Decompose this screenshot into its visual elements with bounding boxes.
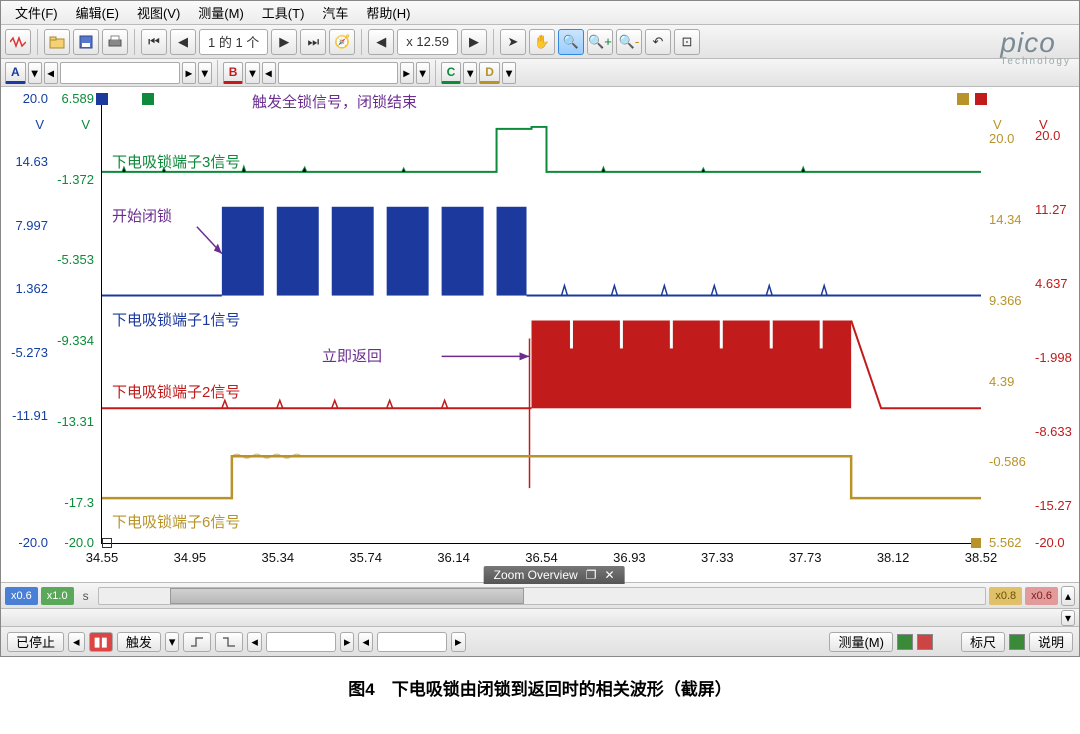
menu-edit[interactable]: 编辑(E) [70,1,125,24]
trig-left[interactable]: ◂ [247,632,262,652]
hand-icon[interactable]: ✋ [529,29,555,55]
x-unit-label: s [77,589,95,603]
nav-last-icon[interactable]: ⏭ [300,29,326,55]
zoom-overview-expand-icon[interactable]: ❐ [586,568,597,582]
menu-view[interactable]: 视图(V) [131,1,186,24]
channel-A-range[interactable] [60,62,180,84]
plot-region[interactable]: 触发全锁信号，闭锁结束 下电吸锁端子3信号 开始闭锁 下电吸锁端子1信号 立即返… [101,99,981,544]
channel-D[interactable]: D [479,62,500,84]
zoom-in-icon[interactable]: 🔍+ [587,29,613,55]
channel-B[interactable]: B [223,62,244,84]
badge-x10-left[interactable]: x1.0 [41,587,74,605]
annot-sig3: 下电吸锁端子3信号 [112,151,240,172]
menu-car[interactable]: 汽车 [316,1,354,24]
bottom-scroll-bar2: ▾ [1,608,1079,626]
trig-icon2[interactable] [215,632,243,652]
badge-x06-left[interactable]: x0.6 [5,587,38,605]
menu-file[interactable]: 文件(F) [9,1,64,24]
marker-ch-d1 [957,93,969,105]
channel-D-dd[interactable]: ▾ [502,62,516,84]
trig-field1[interactable] [266,632,336,652]
zoom-overview-bar[interactable]: Zoom Overview ❐ ✕ [484,566,625,584]
h-scrollbar[interactable] [98,587,987,605]
annot-sig1: 下电吸锁端子1信号 [112,309,240,330]
channel-B-range[interactable] [278,62,398,84]
waveform-area: 触发全锁信号，闭锁结束 下电吸锁端子3信号 开始闭锁 下电吸锁端子1信号 立即返… [1,87,1079,582]
menu-measure[interactable]: 测量(M) [192,1,250,24]
channel-A[interactable]: A [5,62,26,84]
status-stopped: 已停止 [7,632,64,652]
pointer-icon[interactable]: ➤ [500,29,526,55]
channel-A-dd[interactable]: ▾ [28,62,42,84]
trigger-label[interactable]: 触发 [117,632,161,652]
badge-x08-right[interactable]: x0.8 [989,587,1022,605]
badge-x06-right[interactable]: x0.6 [1025,587,1058,605]
undo-zoom-icon[interactable]: ↶ [645,29,671,55]
menu-tool[interactable]: 工具(T) [256,1,311,24]
page-indicator: 1 的 1 个 [199,29,268,55]
menu-help[interactable]: 帮助(H) [360,1,416,24]
channel-A-opts[interactable]: ▾ [198,62,212,84]
compass-icon[interactable]: 🧭 [329,29,355,55]
zoom-out-icon[interactable]: 🔍- [616,29,642,55]
vscroll-up[interactable]: ▴ [1061,586,1075,606]
bottom-scroll-bar: x0.6 x1.0 s x0.8 x0.6 ▴ [1,582,1079,608]
measure-add-icon[interactable] [897,634,913,650]
app-window: 文件(F) 编辑(E) 视图(V) 测量(M) 工具(T) 汽车 帮助(H) ⏮… [0,0,1080,657]
annot-sig2: 下电吸锁端子2信号 [112,381,240,402]
save-icon[interactable] [73,29,99,55]
trigger-dd[interactable]: ▾ [165,632,180,652]
brand-logo: picoTechnology [1000,27,1071,67]
channel-bar: A ▾ ◂ ▸ ▾ B ▾ ◂ ▸ ▾ C ▾ D ▾ [1,59,1079,87]
marker-ch-c [142,93,154,105]
trig-left2[interactable]: ◂ [358,632,373,652]
menu-bar: 文件(F) 编辑(E) 视图(V) 测量(M) 工具(T) 汽车 帮助(H) [1,1,1079,25]
channel-A-right[interactable]: ▸ [182,62,196,84]
record-icon[interactable]: ▮▮ [89,632,113,652]
nav-next-icon[interactable]: ▶ [271,29,297,55]
zoom-overview-label: Zoom Overview [494,568,578,582]
channel-A-left[interactable]: ◂ [44,62,58,84]
print-icon[interactable] [102,29,128,55]
annot-return: 立即返回 [322,345,382,366]
zoom-select-icon[interactable]: 🔍 [558,29,584,55]
nav-first-icon[interactable]: ⏮ [141,29,167,55]
marker-bl [102,538,112,548]
measure-del-icon[interactable] [917,634,933,650]
figure-caption: 图4 下电吸锁由闭锁到返回时的相关波形（截屏） [0,657,1080,712]
scope-icon[interactable] [5,29,31,55]
prev-frame-icon[interactable]: ◂ [68,632,85,652]
marker-ch-b [975,93,987,105]
annot-trigger-lock: 触发全锁信号，闭锁结束 [252,91,417,112]
nav-prev-icon[interactable]: ◀ [170,29,196,55]
zoom-overview-close-icon[interactable]: ✕ [604,568,614,582]
annot-start-lock: 开始闭锁 [112,205,172,226]
channel-B-right[interactable]: ▸ [400,62,414,84]
channel-B-dd[interactable]: ▾ [245,62,259,84]
annot-sig6: 下电吸锁端子6信号 [112,511,240,532]
ruler-icon[interactable] [1009,634,1025,650]
fit-icon[interactable]: ⊡ [674,29,700,55]
trig-field2[interactable] [377,632,447,652]
trig-icon1[interactable] [183,632,211,652]
trig-right[interactable]: ▸ [340,632,355,652]
open-icon[interactable] [44,29,70,55]
channel-C-dd[interactable]: ▾ [463,62,477,84]
vscroll-down[interactable]: ▾ [1061,610,1075,626]
status-bar: 已停止 ◂ ▮▮ 触发 ▾ ◂ ▸ ◂ ▸ 测量(M) 标尺 说明 [1,626,1079,656]
notes-button[interactable]: 说明 [1029,632,1073,652]
measure-button[interactable]: 测量(M) [829,632,893,652]
zoom-prev-icon[interactable]: ◀ [368,29,394,55]
channel-C[interactable]: C [441,62,462,84]
ruler-button[interactable]: 标尺 [961,632,1005,652]
zoom-next-icon[interactable]: ▶ [461,29,487,55]
trig-right2[interactable]: ▸ [451,632,466,652]
channel-B-opts[interactable]: ▾ [416,62,430,84]
marker-br [971,538,981,548]
main-toolbar: ⏮ ◀ 1 的 1 个 ▶ ⏭ 🧭 ◀ x 12.59 ▶ ➤ ✋ 🔍 🔍+ 🔍… [1,25,1079,59]
channel-B-left[interactable]: ◂ [262,62,276,84]
zoom-value: x 12.59 [397,29,458,55]
